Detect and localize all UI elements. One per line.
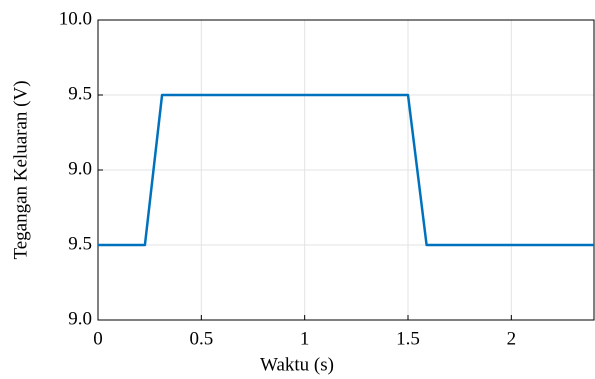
y-axis-label: Tegangan Keluaran (V) (10, 80, 31, 259)
y-tick-label: 9.0 (68, 308, 92, 329)
x-tick-label: 1.5 (396, 328, 420, 349)
y-tick-label: 9.5 (68, 83, 92, 104)
y-tick-label: 9.5 (68, 233, 92, 254)
x-tick-label: 0 (93, 328, 103, 349)
x-tick-label: 1 (300, 328, 310, 349)
data-line (98, 93, 594, 247)
x-tick-label: 0.5 (189, 328, 213, 349)
x-axis-label: Waktu (s) (260, 354, 334, 375)
y-tick-label: 9.0 (68, 158, 92, 179)
x-tick-label: 2 (507, 328, 517, 349)
y-tick-label: 10.0 (59, 8, 92, 29)
plot-frame (97, 19, 595, 321)
